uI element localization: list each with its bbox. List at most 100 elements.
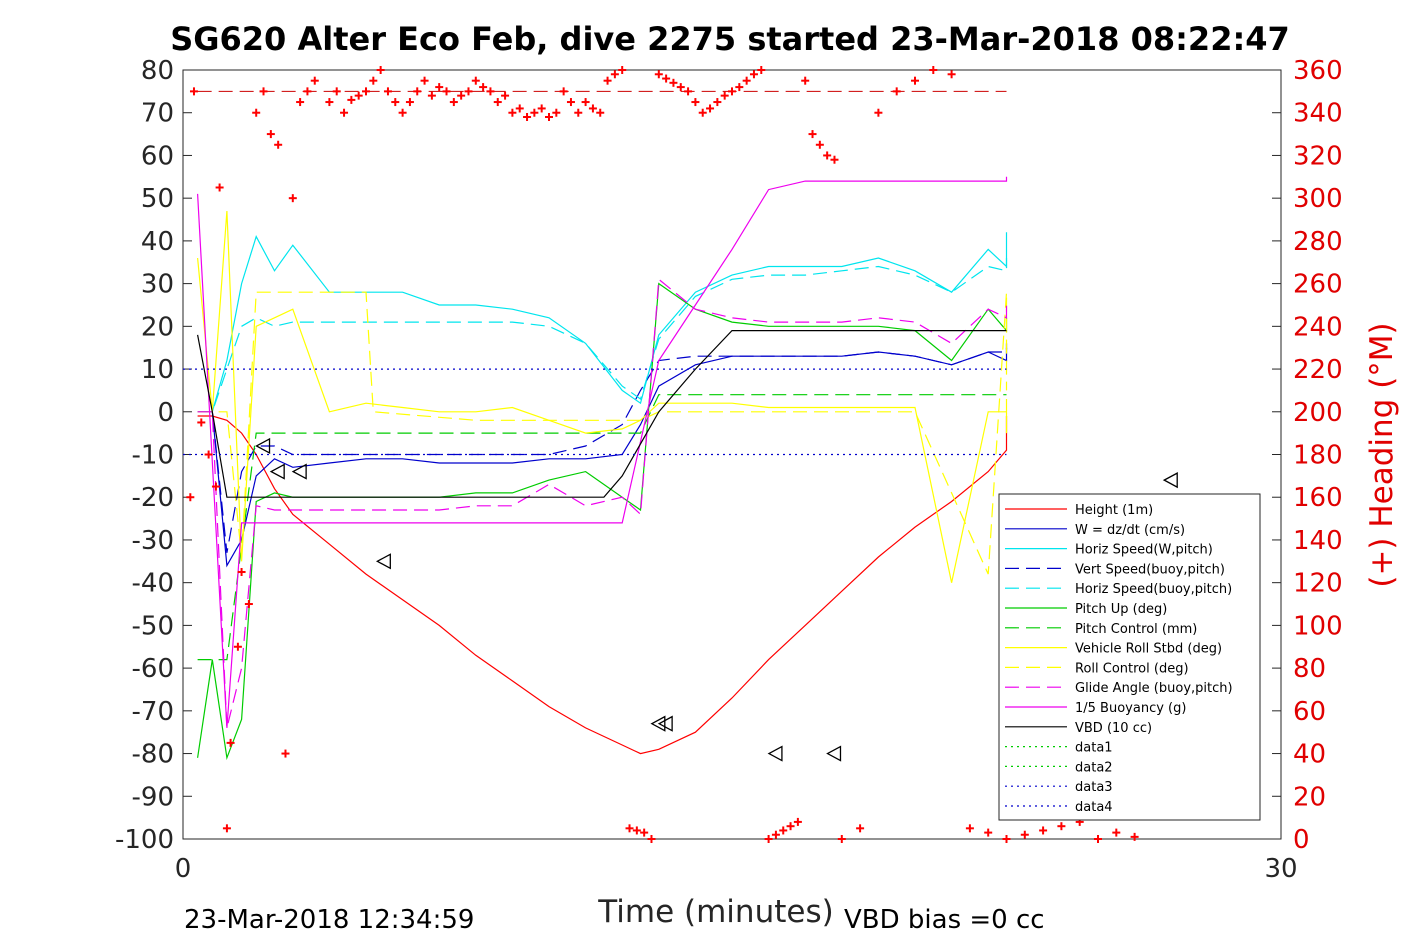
right-tick-label: 200 (1293, 398, 1343, 428)
heading-point (779, 826, 788, 835)
left-tick-label: 10 (141, 355, 174, 385)
legend-label: data3 (1075, 780, 1113, 795)
heading-point (471, 76, 480, 85)
heading-point (713, 98, 722, 107)
heading-point (947, 70, 956, 79)
x-tick-label: 0 (175, 854, 192, 884)
left-tick-label: -70 (132, 697, 174, 727)
heading-point (654, 70, 663, 79)
heading-point (332, 87, 341, 96)
series-line (197, 291, 1008, 575)
heading-point (1130, 832, 1139, 841)
heading-point (288, 194, 297, 203)
heading-point (189, 87, 198, 96)
right-axis: 3603403203002802602402202001801601401201… (1272, 56, 1343, 855)
heading-point (640, 828, 649, 837)
heading-point (815, 140, 824, 149)
heading-point (281, 749, 290, 758)
heading-point (632, 826, 641, 835)
left-tick-label: -60 (132, 654, 174, 684)
left-tick-label: 50 (141, 184, 174, 214)
right-tick-label: 260 (1293, 270, 1343, 300)
heading-point (735, 83, 744, 92)
x-tick-label: 30 (1264, 854, 1297, 884)
heading-point (233, 642, 242, 651)
depth-marker (255, 437, 271, 455)
heading-point (537, 104, 546, 113)
series-line (197, 343, 1008, 553)
heading-point (252, 108, 261, 117)
left-axis: 80 70 60 50 40 30 20 10 0 -10 -20 -30 -40 -50 -60 -70 -8… (115, 56, 192, 855)
heading-point (1020, 830, 1029, 839)
heading-point (427, 91, 436, 100)
heading-point (830, 155, 839, 164)
heading-point (786, 822, 795, 831)
legend-label: data2 (1075, 760, 1113, 775)
right-tick-label: 220 (1293, 355, 1343, 385)
heading-point (274, 140, 283, 149)
depth-marker (375, 553, 391, 570)
series-line (197, 282, 1008, 761)
heading-point (647, 835, 656, 843)
right-axis-label: (+) Heading (°M) (1364, 322, 1400, 587)
heading-point (420, 76, 429, 85)
left-tick-label: 0 (157, 398, 174, 428)
left-tick-label: -30 (132, 526, 174, 556)
heading-point (259, 87, 268, 96)
heading-point (856, 824, 865, 833)
left-tick-label: -80 (132, 740, 174, 770)
heading-point (501, 91, 510, 100)
heading-point (728, 87, 736, 96)
heading-point (801, 76, 810, 85)
heading-point (929, 66, 938, 74)
heading-point (808, 130, 817, 139)
legend-label: Height (1m) (1075, 503, 1153, 518)
right-tick-label: 140 (1293, 526, 1343, 556)
right-tick-label: 0 (1293, 825, 1310, 855)
series-line (197, 258, 1008, 413)
heading-point (369, 76, 378, 85)
heading-point (347, 95, 356, 104)
heading-point (186, 493, 195, 502)
right-tick-label: 100 (1293, 611, 1343, 641)
heading-point (596, 108, 605, 117)
depth-marker (269, 463, 285, 480)
series-line (197, 232, 1008, 413)
heading-point (874, 108, 883, 117)
heading-point (435, 83, 444, 92)
heading-point (354, 91, 363, 100)
right-tick-label: 120 (1293, 569, 1343, 599)
left-tick-label: 40 (141, 227, 174, 257)
heading-point (376, 66, 385, 74)
heading-point (362, 87, 370, 96)
heading-point (508, 108, 517, 117)
heading-point (625, 824, 634, 833)
right-tick-label: 60 (1293, 697, 1326, 727)
legend-label: VBD (10 cc) (1075, 721, 1152, 736)
heading-point (676, 83, 685, 92)
right-tick-label: 320 (1293, 141, 1343, 171)
heading-point (197, 418, 206, 427)
heading-points (186, 66, 1139, 843)
footer-vbd-bias: VBD bias =0 cc (844, 905, 1045, 935)
right-tick-label: 300 (1293, 184, 1343, 214)
legend-label: Vehicle Roll Stbd (deg) (1075, 642, 1222, 657)
heading-point (618, 66, 627, 74)
heading-point (398, 108, 407, 117)
left-tick-label: -100 (115, 825, 174, 855)
heading-point (911, 76, 919, 85)
depth-marker (767, 745, 783, 762)
heading-point (515, 104, 524, 113)
heading-point (1057, 822, 1066, 831)
legend-label: Horiz Speed(buoy,pitch) (1075, 582, 1232, 597)
heading-point (764, 835, 773, 843)
series-line (197, 394, 1007, 661)
heading-point (574, 108, 583, 117)
depth-marker (1162, 472, 1178, 489)
right-tick-label: 20 (1293, 782, 1326, 812)
heading-point (303, 87, 312, 96)
left-tick-label: -10 (132, 441, 174, 471)
left-tick-label: -20 (132, 483, 174, 513)
heading-point (340, 108, 349, 117)
